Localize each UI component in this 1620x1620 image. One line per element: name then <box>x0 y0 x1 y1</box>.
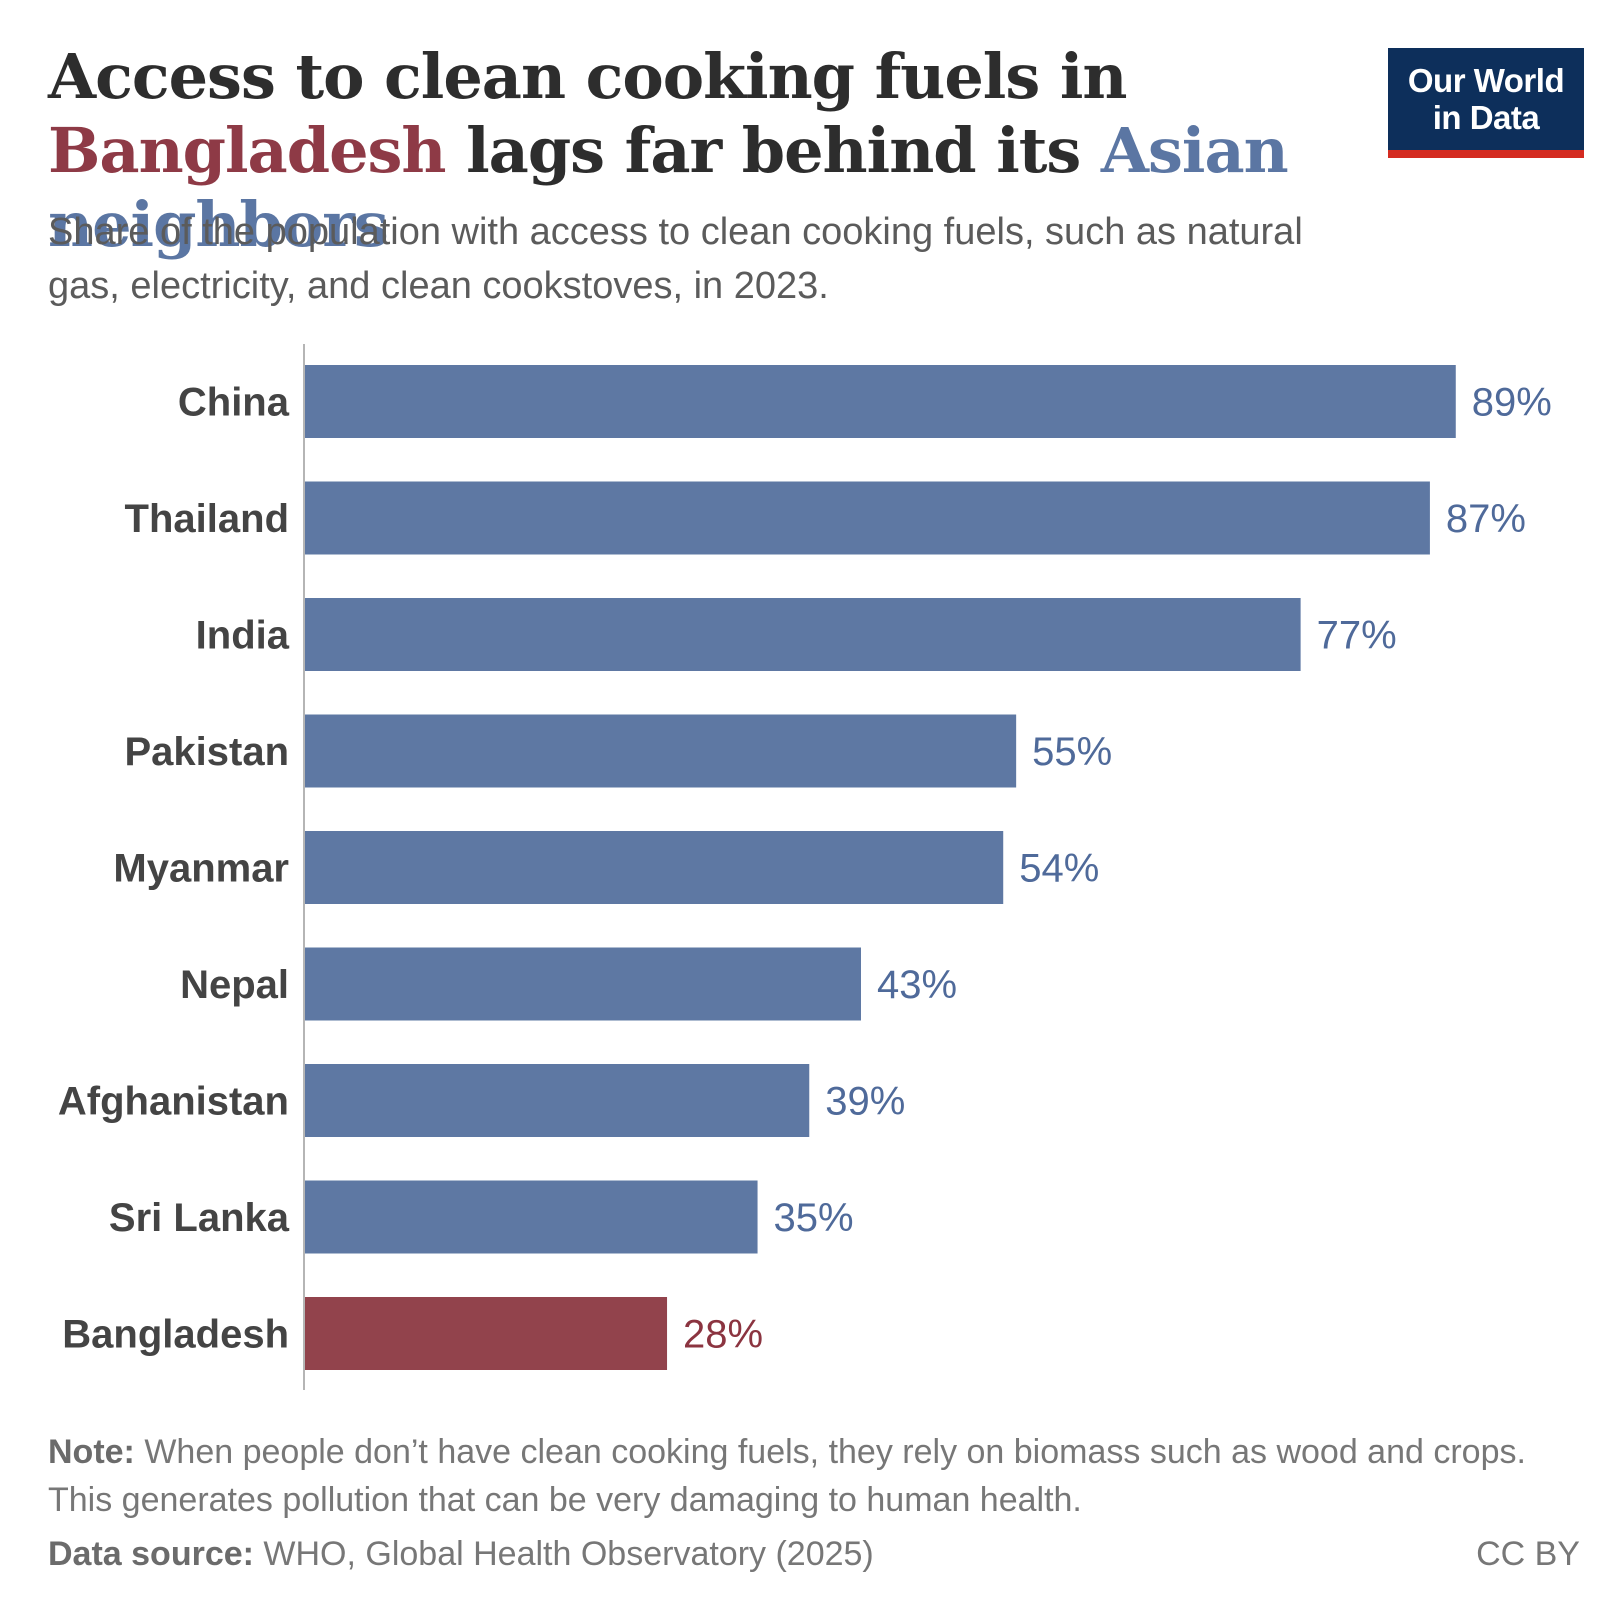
owid-logo[interactable]: Our World in Data <box>1388 48 1584 158</box>
category-label-sri-lanka: Sri Lanka <box>109 1196 290 1240</box>
license-link[interactable]: CC BY <box>1476 1535 1580 1573</box>
bar-sri-lanka[interactable] <box>305 1180 758 1254</box>
bar-thailand[interactable] <box>305 481 1430 555</box>
logo-line-1: Our World <box>1407 62 1565 99</box>
category-label-india: India <box>196 614 290 658</box>
chart-subtitle: Share of the population with access to c… <box>48 211 1303 307</box>
value-label-nepal: 43% <box>877 963 957 1007</box>
note-label: Note: <box>48 1433 135 1471</box>
bar-myanmar[interactable] <box>305 831 1004 904</box>
value-label-india: 77% <box>1317 614 1397 658</box>
chart-title: Access to clean cooking fuels in Banglad… <box>48 40 1368 262</box>
category-label-bangladesh: Bangladesh <box>62 1313 289 1357</box>
title-text-1: Access to clean cooking fuels in <box>48 40 1127 113</box>
logo-line-2: in Data <box>1432 99 1540 136</box>
category-label-nepal: Nepal <box>180 963 289 1007</box>
bar-china[interactable] <box>305 365 1456 438</box>
bar-chart: China 89% Thailand 87% India 77% Pakistan 55% My… <box>58 344 1552 1390</box>
bar-pakistan[interactable] <box>305 714 1017 788</box>
note-text: When people don’t have clean cooking fue… <box>48 1433 1526 1519</box>
value-label-pakistan: 55% <box>1032 730 1112 774</box>
value-label-bangladesh: 28% <box>683 1313 763 1357</box>
value-label-china: 89% <box>1472 381 1552 425</box>
bar-bangladesh[interactable] <box>305 1297 668 1370</box>
value-label-thailand: 87% <box>1446 497 1526 541</box>
category-label-afghanistan: Afghanistan <box>58 1080 289 1124</box>
title-highlight-bangladesh: Bangladesh <box>48 114 447 187</box>
title-highlight-neighbors: Asian neighbors <box>48 114 1289 261</box>
source-label: Data source: <box>48 1535 254 1573</box>
chart-note: Note: When people don’t have clean cooki… <box>48 1428 1578 1524</box>
bar-nepal[interactable] <box>305 947 861 1021</box>
source-text: WHO, Global Health Observatory (2025) <box>253 1535 874 1573</box>
data-source: Data source: WHO, Global Health Observat… <box>48 1530 1348 1578</box>
title-text-2: lags far behind its <box>445 114 1101 187</box>
bar-afghanistan[interactable] <box>305 1064 810 1137</box>
value-label-sri-lanka: 35% <box>774 1196 854 1240</box>
category-label-china: China <box>178 381 290 425</box>
bar-india[interactable] <box>305 598 1301 671</box>
category-label-myanmar: Myanmar <box>113 847 289 891</box>
category-label-pakistan: Pakistan <box>124 730 289 774</box>
value-label-afghanistan: 39% <box>825 1080 905 1124</box>
category-label-thailand: Thailand <box>125 497 289 541</box>
value-label-myanmar: 54% <box>1019 847 1099 891</box>
